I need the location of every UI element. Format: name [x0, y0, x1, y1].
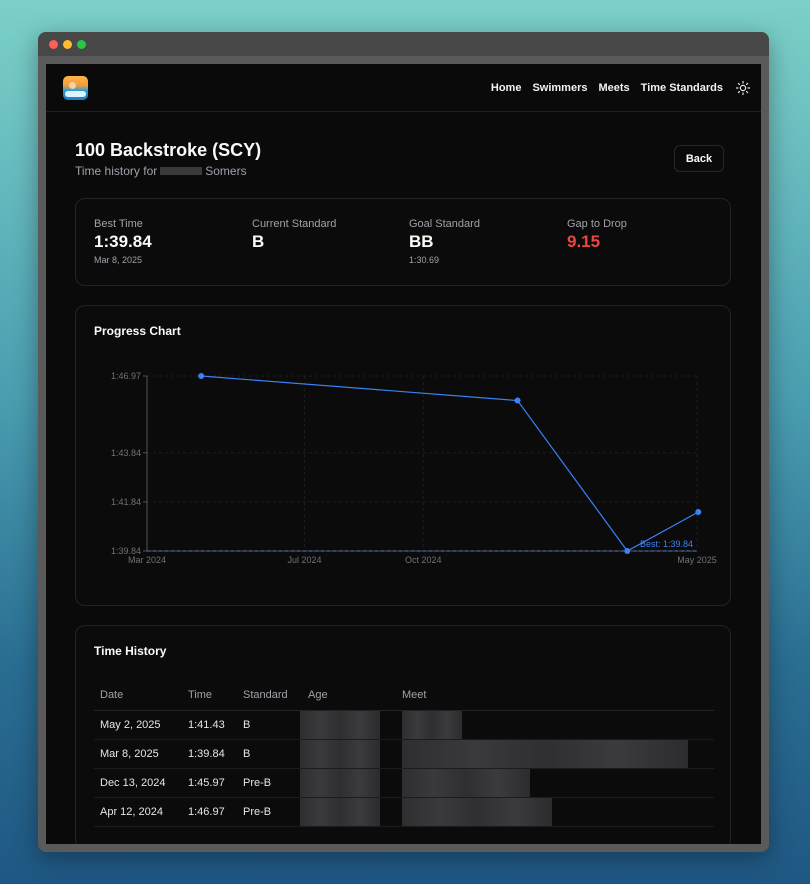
redacted-name: [160, 167, 203, 175]
best-time-date: Mar 8, 2025: [94, 255, 143, 265]
goal-standard-stat: Goal Standard BB 1:30.69: [409, 218, 480, 265]
nav-home-link[interactable]: Home: [490, 82, 522, 94]
nav-time-standards-link[interactable]: Time Standards: [640, 82, 723, 94]
row-time: 1:45.97: [182, 768, 237, 798]
table-row[interactable]: May 2, 2025 1:41.43 B: [94, 710, 714, 740]
row-age: [300, 739, 396, 769]
sun-icon[interactable]: [735, 80, 751, 96]
col-meet-header: Meet: [396, 680, 714, 711]
table-row[interactable]: Apr 12, 2024 1:46.97 Pre-B: [94, 797, 714, 827]
col-time-header: Time: [182, 680, 237, 711]
back-button[interactable]: Back: [674, 145, 724, 172]
row-standard: Pre-B: [237, 797, 302, 827]
redacted-age: [300, 739, 380, 768]
y-tick-label: 1:41.84: [111, 497, 141, 507]
row-date: Apr 12, 2024: [94, 797, 182, 827]
row-meet: [396, 710, 714, 740]
data-point: [624, 548, 631, 554]
time-series-line: [201, 375, 699, 552]
data-point: [695, 508, 702, 515]
top-navbar: Home Swimmers Meets Time Standards: [46, 64, 761, 112]
row-standard: B: [237, 710, 302, 740]
page-subtitle: Time history for Somers: [75, 164, 261, 178]
gap-stat: Gap to Drop 9.15: [567, 218, 627, 252]
page-header: 100 Backstroke (SCY) Time history for So…: [75, 140, 261, 178]
best-time-label: Best Time: [94, 218, 143, 230]
goal-standard-time: 1:30.69: [409, 255, 440, 265]
window-titlebar: [38, 32, 769, 56]
progress-chart-title: Progress Chart: [94, 324, 181, 338]
row-age: [300, 797, 396, 827]
row-standard: Pre-B: [237, 768, 302, 798]
y-tick-label: 1:43.84: [111, 448, 141, 458]
best-time-value: 1:39.84: [94, 232, 152, 251]
row-date: Dec 13, 2024: [94, 768, 182, 798]
col-date-header: Date: [94, 680, 182, 711]
nav-swimmers-link[interactable]: Swimmers: [532, 82, 588, 94]
row-age: [300, 710, 396, 740]
best-time-stat: Best Time 1:39.84 Mar 8, 2025: [94, 218, 152, 265]
app-logo[interactable]: [63, 76, 88, 100]
app-page: Home Swimmers Meets Time Standards 100 B…: [46, 64, 761, 844]
row-age: [300, 768, 396, 798]
subtitle-prefix: Time history for: [75, 164, 158, 178]
redacted-age: [300, 768, 380, 797]
close-window-button[interactable]: [49, 40, 58, 49]
redacted-meet: [402, 739, 688, 768]
row-meet: [396, 768, 714, 798]
redacted-meet: [402, 797, 552, 826]
y-tick-label: 1:46.97: [111, 371, 141, 381]
logo-swimmer-head: [69, 82, 76, 89]
x-tick-label: Jul 2024: [287, 555, 321, 565]
data-point: [514, 397, 521, 404]
minimize-window-button[interactable]: [63, 40, 72, 49]
time-history-table: Date Time Standard Age Meet May 2, 2025 …: [94, 680, 714, 827]
table-header-row: Date Time Standard Age Meet: [94, 680, 714, 711]
gap-value: 9.15: [567, 232, 601, 251]
col-age-header: Age: [302, 680, 396, 711]
redacted-age: [300, 710, 380, 739]
nav-meets-link[interactable]: Meets: [598, 82, 630, 94]
gap-label: Gap to Drop: [567, 218, 627, 230]
browser-window: Home Swimmers Meets Time Standards 100 B…: [38, 32, 769, 852]
row-meet: [396, 797, 714, 827]
x-tick-label: May 2025: [677, 555, 717, 565]
logo-wave: [65, 91, 86, 97]
table-row[interactable]: Dec 13, 2024 1:45.97 Pre-B: [94, 768, 714, 798]
x-tick-label: Mar 2024: [128, 555, 166, 565]
col-standard-header: Standard: [237, 680, 302, 711]
row-time: 1:39.84: [182, 739, 237, 769]
redacted-age: [300, 797, 380, 826]
best-reference-label: Best: 1:39.84: [640, 539, 693, 549]
row-meet: [396, 739, 714, 769]
row-date: May 2, 2025: [94, 710, 182, 740]
x-tick-label: Oct 2024: [405, 555, 442, 565]
maximize-window-button[interactable]: [77, 40, 86, 49]
goal-standard-value: BB: [409, 232, 434, 251]
data-point: [198, 373, 205, 379]
stats-card: Best Time 1:39.84 Mar 8, 2025 Current St…: [75, 198, 731, 286]
subtitle-suffix: Somers: [205, 164, 247, 178]
current-standard-value: B: [252, 232, 265, 251]
time-history-title: Time History: [94, 644, 167, 658]
current-standard-label: Current Standard: [252, 218, 337, 230]
row-date: Mar 8, 2025: [94, 739, 182, 769]
row-time: 1:41.43: [182, 710, 237, 740]
progress-chart-card: Progress Chart 1:46.97 1:43.84 1:41.84 1:39…: [75, 305, 731, 606]
row-standard: B: [237, 739, 302, 769]
redacted-meet: [402, 768, 530, 797]
current-standard-stat: Current Standard B: [252, 218, 336, 252]
table-row[interactable]: Mar 8, 2025 1:39.84 B: [94, 739, 714, 769]
page-title: 100 Backstroke (SCY): [75, 140, 262, 160]
goal-standard-label: Goal Standard: [409, 218, 480, 230]
row-time: 1:46.97: [182, 797, 237, 827]
redacted-meet: [402, 710, 462, 739]
y-tick-label: 1:39.84: [111, 546, 141, 556]
time-history-card: Time History Date Time Standard Age Meet…: [75, 625, 731, 844]
nav-links: Home Swimmers Meets Time Standards: [491, 82, 723, 94]
